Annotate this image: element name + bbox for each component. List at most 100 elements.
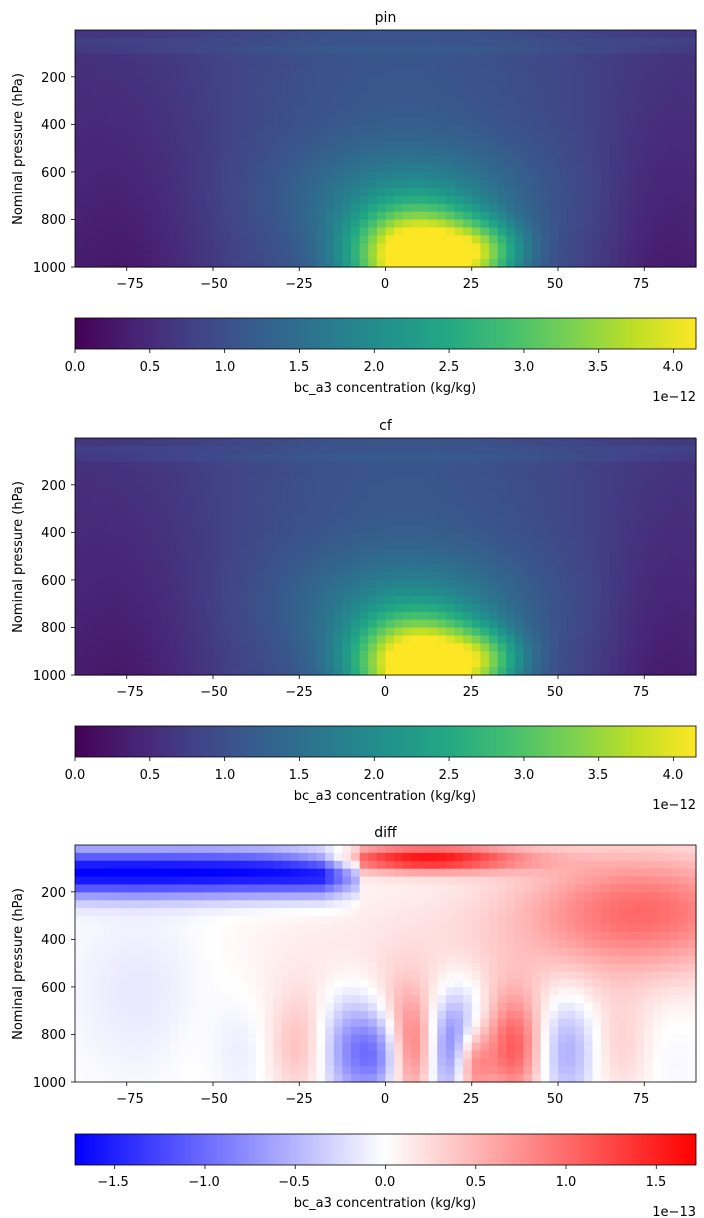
heatmap-cell bbox=[282, 219, 292, 229]
heatmap-cell bbox=[480, 884, 490, 893]
heatmap-cell bbox=[144, 30, 154, 39]
heatmap-cell bbox=[411, 445, 421, 455]
heatmap-cell bbox=[394, 667, 404, 676]
heatmap-cell bbox=[351, 876, 361, 886]
heatmap-cell bbox=[575, 109, 585, 118]
heatmap-cell bbox=[169, 580, 180, 589]
heatmap-cell bbox=[359, 203, 369, 213]
heatmap-cell bbox=[359, 53, 369, 63]
heatmap-cell bbox=[92, 493, 102, 502]
heatmap-cell bbox=[385, 619, 395, 629]
heatmap-cell bbox=[152, 211, 162, 221]
heatmap-cell bbox=[592, 469, 602, 479]
x-axis: −75 −50 −25 0 25 50 75 bbox=[116, 267, 649, 292]
heatmap-cell bbox=[316, 93, 326, 102]
heatmap-cell bbox=[558, 61, 568, 71]
heatmap-cell bbox=[273, 53, 283, 63]
heatmap-cell bbox=[454, 30, 464, 39]
heatmap-cell bbox=[454, 556, 464, 565]
heatmap-cell bbox=[428, 109, 438, 118]
heatmap-cell bbox=[152, 651, 162, 660]
heatmap-cell bbox=[368, 69, 378, 78]
heatmap-cell bbox=[135, 651, 145, 660]
heatmap-cell bbox=[273, 180, 283, 189]
heatmap-cell bbox=[575, 643, 585, 652]
heatmap-cell bbox=[454, 564, 464, 573]
heatmap-cell bbox=[627, 116, 637, 126]
heatmap-cell bbox=[152, 109, 162, 118]
heatmap-cell bbox=[221, 627, 231, 637]
heatmap-cell bbox=[256, 45, 266, 55]
heatmap-cell bbox=[230, 659, 240, 668]
heatmap-cell bbox=[342, 651, 352, 660]
heatmap-cell bbox=[144, 611, 154, 621]
heatmap-cell bbox=[316, 132, 326, 142]
heatmap-cell bbox=[394, 588, 404, 597]
heatmap-cell bbox=[558, 45, 568, 55]
heatmap-cell bbox=[169, 235, 180, 244]
heatmap-cell bbox=[325, 109, 335, 118]
heatmap-cell bbox=[83, 188, 93, 197]
heatmap-cell bbox=[342, 180, 352, 189]
heatmap-cell bbox=[463, 116, 473, 126]
heatmap-cell bbox=[558, 876, 568, 886]
heatmap-cell bbox=[376, 540, 387, 550]
heatmap-cell bbox=[109, 524, 119, 534]
heatmap-cell bbox=[118, 259, 128, 268]
heatmap-cell bbox=[169, 493, 180, 502]
heatmap-cell bbox=[169, 876, 180, 886]
heatmap-cell bbox=[635, 93, 645, 102]
heatmap-cell bbox=[609, 852, 619, 862]
heatmap-cell bbox=[273, 643, 283, 652]
heatmap-cell bbox=[523, 438, 533, 447]
heatmap-cell bbox=[187, 93, 197, 102]
heatmap-cell bbox=[126, 860, 136, 870]
heatmap-cell bbox=[609, 211, 619, 221]
heatmap-cell bbox=[299, 868, 309, 878]
heatmap-cell bbox=[394, 77, 404, 86]
heatmap-cell bbox=[368, 667, 378, 676]
heatmap-cell bbox=[118, 219, 128, 229]
heatmap-cell bbox=[609, 164, 619, 173]
heatmap-cell bbox=[644, 116, 654, 126]
heatmap-cell bbox=[532, 156, 542, 165]
heatmap-cell bbox=[402, 227, 412, 236]
heatmap-cell bbox=[264, 461, 274, 471]
heatmap-cell bbox=[445, 619, 456, 629]
heatmap-cell bbox=[290, 77, 300, 86]
heatmap-cell bbox=[497, 548, 507, 558]
heatmap-cell bbox=[178, 53, 188, 63]
heatmap-cell bbox=[678, 532, 688, 542]
heatmap-cell bbox=[445, 524, 456, 534]
heatmap-cell bbox=[169, 651, 180, 660]
heatmap-cell bbox=[627, 148, 637, 157]
heatmap-cell bbox=[652, 93, 663, 102]
heatmap-cell bbox=[273, 509, 283, 518]
heatmap-cell bbox=[601, 30, 611, 39]
heatmap-cell bbox=[342, 69, 352, 78]
heatmap-cell bbox=[670, 251, 680, 260]
heatmap-cell bbox=[618, 852, 628, 862]
heatmap-cell bbox=[471, 469, 481, 479]
heatmap-cell bbox=[437, 588, 447, 597]
heatmap-cell bbox=[437, 235, 447, 244]
heatmap-cell bbox=[480, 643, 490, 652]
heatmap-cell bbox=[566, 852, 576, 862]
heatmap-cell bbox=[307, 211, 318, 221]
heatmap-cell bbox=[558, 180, 568, 189]
heatmap-cell bbox=[549, 900, 559, 909]
heatmap-cell bbox=[471, 517, 481, 526]
heatmap-cell bbox=[247, 564, 257, 573]
heatmap-cell bbox=[135, 548, 145, 558]
heatmap-cell bbox=[282, 124, 292, 134]
heatmap-cell bbox=[83, 659, 93, 668]
heatmap-cell bbox=[394, 852, 404, 862]
heatmap-cell bbox=[290, 540, 300, 550]
heatmap-cell bbox=[118, 235, 128, 244]
heatmap-cell bbox=[463, 659, 473, 668]
heatmap-cell bbox=[213, 180, 223, 189]
heatmap-cell bbox=[264, 900, 274, 909]
heatmap-cell bbox=[514, 188, 525, 197]
heatmap-cell bbox=[152, 517, 162, 526]
heatmap-cell bbox=[144, 219, 154, 229]
